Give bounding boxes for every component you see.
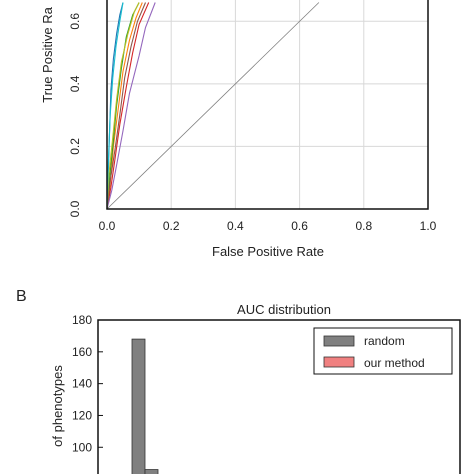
roc-x-tick-label: 0.4 [227, 219, 244, 233]
roc-panel: 0.0 0.2 0.4 0.6 0.8 1.0 0.0 0.2 0.4 0.6 False Po… [40, 0, 437, 259]
legend-swatch-random [323, 335, 355, 347]
roc-y-tick-label: 0.0 [68, 200, 82, 217]
roc-y-ticks: 0.0 0.2 0.4 0.6 [68, 13, 82, 218]
auc-y-tick-label: 120 [72, 408, 92, 422]
roc-x-tick-label: 0.2 [163, 219, 180, 233]
roc-y-tick-label: 0.4 [68, 75, 82, 92]
roc-x-ticks: 0.0 0.2 0.4 0.6 0.8 1.0 [99, 219, 437, 233]
roc-y-tick-label: 0.2 [68, 138, 82, 155]
auc-y-tick-label: 100 [72, 440, 92, 454]
roc-series-line [106, 2, 156, 210]
roc-x-tick-label: 0.8 [355, 219, 372, 233]
legend-label-random: random [364, 334, 405, 348]
roc-lines [106, 2, 320, 210]
auc-bar [144, 469, 159, 474]
roc-series-line [106, 2, 147, 210]
auc-panel: B AUC distribution 80 100 120 140 160 180 of … [16, 288, 461, 474]
roc-series-line [106, 2, 124, 210]
legend: random our method [313, 327, 453, 375]
auc-bars [131, 338, 159, 474]
roc-series-line [106, 2, 140, 210]
roc-grid [106, 0, 429, 210]
roc-series-line [106, 2, 140, 210]
roc-y-axis-label: True Positive Ra [40, 6, 55, 102]
auc-plot-frame [97, 319, 461, 474]
auc-y-tick-label: 180 [72, 313, 92, 327]
auc-y-tick-label: 140 [72, 377, 92, 391]
auc-y-ticks: 80 100 120 140 160 180 [72, 313, 103, 474]
panel-label-b: B [16, 288, 27, 305]
legend-swatch-our-method [323, 356, 355, 368]
auc-y-axis-label: of phenotypes [50, 365, 65, 447]
auc-chart-title: AUC distribution [237, 302, 331, 317]
roc-series-line [106, 2, 320, 210]
roc-x-axis-label: False Positive Rate [212, 244, 324, 259]
roc-x-tick-label: 1.0 [420, 219, 437, 233]
legend-label-our-method: our method [364, 356, 425, 370]
roc-plot-frame [106, 0, 429, 210]
roc-series-line [106, 2, 150, 210]
auc-y-tick-label: 80 [79, 472, 93, 474]
auc-y-tick-label: 160 [72, 345, 92, 359]
auc-bar [131, 338, 146, 474]
roc-x-tick-label: 0.6 [291, 219, 308, 233]
roc-y-tick-label: 0.6 [68, 13, 82, 30]
roc-x-tick-label: 0.0 [99, 219, 116, 233]
